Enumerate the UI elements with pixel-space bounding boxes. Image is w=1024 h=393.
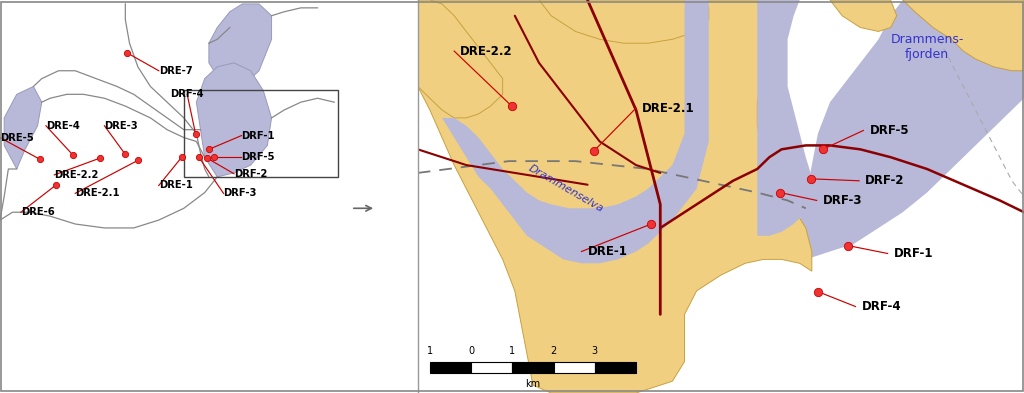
- Polygon shape: [781, 0, 1024, 259]
- Text: Drammens-
fjorden: Drammens- fjorden: [890, 33, 964, 61]
- Polygon shape: [418, 0, 812, 393]
- Text: DRF-2: DRF-2: [233, 169, 267, 179]
- Text: DRE-7: DRE-7: [159, 66, 193, 76]
- Bar: [471, 362, 512, 373]
- Text: DRE-2.1: DRE-2.1: [642, 101, 694, 115]
- Bar: [512, 362, 554, 373]
- Text: DRE-6: DRE-6: [20, 207, 54, 217]
- Text: DRF-2: DRF-2: [865, 174, 904, 187]
- Polygon shape: [758, 0, 812, 236]
- Polygon shape: [197, 63, 271, 177]
- Text: DRE-5: DRE-5: [0, 132, 34, 143]
- Text: km: km: [525, 379, 541, 389]
- Text: DRE-3: DRE-3: [104, 121, 138, 131]
- Text: 0: 0: [468, 346, 474, 356]
- Text: 1: 1: [427, 346, 433, 356]
- Text: DRF-5: DRF-5: [242, 152, 275, 162]
- Text: DRF-5: DRF-5: [869, 124, 909, 137]
- Bar: [595, 362, 636, 373]
- Bar: [430, 362, 471, 373]
- Text: DRE-2.2: DRE-2.2: [460, 44, 513, 58]
- Polygon shape: [830, 0, 897, 31]
- Polygon shape: [4, 86, 42, 169]
- Text: 3: 3: [592, 346, 598, 356]
- Text: DRE-2.1: DRE-2.1: [75, 188, 120, 198]
- Text: DRF-4: DRF-4: [861, 300, 901, 313]
- Text: DRF-4: DRF-4: [170, 89, 204, 99]
- Text: DRE-1: DRE-1: [588, 245, 628, 258]
- Text: Drammenselva: Drammenselva: [527, 163, 605, 214]
- Polygon shape: [418, 0, 503, 118]
- Polygon shape: [539, 0, 709, 43]
- Text: DRF-1: DRF-1: [242, 130, 275, 141]
- Polygon shape: [903, 0, 1024, 71]
- Text: DRF-3: DRF-3: [822, 194, 862, 207]
- Text: DRF-3: DRF-3: [223, 188, 257, 198]
- Polygon shape: [442, 0, 709, 263]
- Text: DRF-1: DRF-1: [894, 247, 933, 260]
- Text: 1: 1: [509, 346, 515, 356]
- Text: DRE-2.2: DRE-2.2: [54, 170, 98, 180]
- Text: DRE-1: DRE-1: [159, 180, 193, 191]
- Text: 2: 2: [551, 346, 557, 356]
- Polygon shape: [209, 4, 271, 86]
- Bar: [554, 362, 595, 373]
- Bar: [184, 90, 338, 177]
- Text: DRE-4: DRE-4: [46, 121, 80, 131]
